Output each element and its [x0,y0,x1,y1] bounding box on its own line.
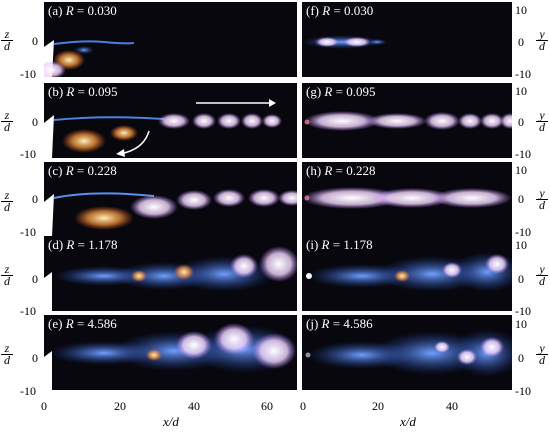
x-tick: 20 [114,399,126,413]
panel-label-d: (d) R = 1.178 [48,237,118,252]
panel-i: (i) R = 1.178 [302,236,512,311]
y-tick: -10 [515,384,531,398]
x-tick: 60 [261,399,273,413]
y-tick: -10 [20,67,36,81]
panel-h: (h) R = 0.228 [302,162,512,237]
flame-image-e [44,323,297,390]
panel-label-f: (f) R = 0.030 [306,3,374,18]
y-tick: -10 [515,67,531,81]
x-tick: 40 [446,399,458,413]
y-tick: 0 [32,351,38,365]
y-tick: 0 [518,272,524,286]
y-tick: 0 [32,34,38,48]
x-tick: 40 [188,399,200,413]
y-tick: 0 [518,35,524,49]
y-tick: -10 [515,147,531,161]
flame-image-a [44,40,135,77]
panel-label-g: (g) R = 0.095 [306,84,376,99]
flame-image-h [302,187,512,209]
y-tick: 0 [518,115,524,129]
x-tick: 0 [41,399,47,413]
flame-image-f [302,35,387,49]
y-tick: -10 [20,225,36,239]
y-tick: -10 [20,384,36,398]
y-tick: -10 [515,225,531,239]
flame-image-j [305,329,512,377]
panel-f: (f) R = 0.030 [302,2,512,77]
flame-image-g [304,111,512,131]
panel-label-c: (c) R = 0.228 [48,163,117,178]
panel-e: (e) R = 4.586 [44,315,297,390]
x-axis-label: x/d [400,414,416,429]
panel-label-h: (h) R = 0.228 [306,163,376,178]
panel-label-j: (j) R = 4.586 [306,316,373,331]
y-tick: 10 [515,163,527,177]
y-tick: 10 [515,84,527,98]
panel-a: (a) R = 0.030 [44,2,297,77]
panel-d: (d) R = 1.178 [44,236,297,311]
panel-label-b: (b) R = 0.095 [48,84,118,99]
arrow-curve-annotation [123,130,150,154]
x-axis-label: x/d [163,414,179,429]
y-tick: 0 [32,192,38,206]
flame-image-b [44,99,282,158]
y-tick: 10 [515,238,527,252]
panel-label-i: (i) R = 1.178 [306,237,373,252]
panel-b: (b) R = 0.095 [44,83,297,158]
y-tick: 0 [518,351,524,365]
y-tick: -10 [20,304,36,318]
y-tick: 0 [518,192,524,206]
flame-image-i [306,252,512,292]
panel-label-e: (e) R = 4.586 [48,316,117,331]
panel-label-a: (a) R = 0.030 [48,3,117,18]
y-tick: 0 [32,115,38,129]
panel-j: (j) R = 4.586 [302,315,512,390]
panel-c: (c) R = 0.228 [44,162,297,237]
x-tick: 0 [300,399,306,413]
x-tick: 20 [372,399,384,413]
panel-g: (g) R = 0.095 [302,83,512,158]
y-tick: 10 [515,317,527,331]
y-tick: -10 [515,304,531,318]
y-tick: 10 [515,3,527,17]
y-tick: 0 [32,272,38,286]
flame-image-c [44,189,297,237]
flame-image-d [44,246,297,311]
y-tick: -10 [20,147,36,161]
